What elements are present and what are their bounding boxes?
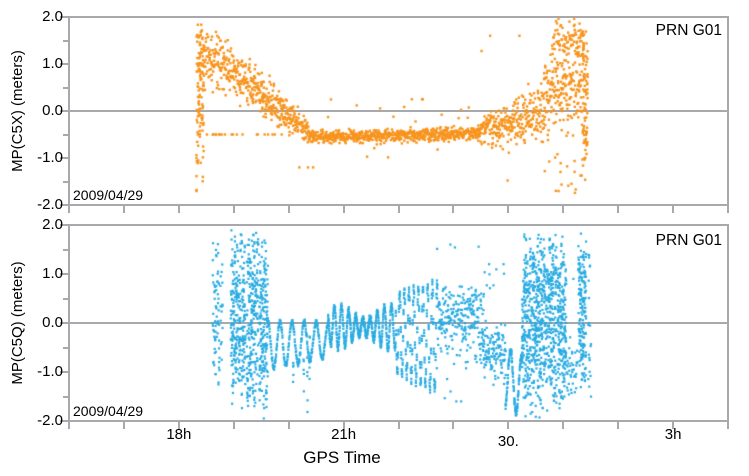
prn-label-top: PRN G01 [655,22,722,39]
y-tick-minor [63,297,69,300]
y-tick-minor [63,133,69,136]
x-tick [562,422,565,429]
x-tick [617,422,620,429]
x-tick-label: 30. [497,433,519,450]
x-tick [727,206,729,213]
x-tick [397,422,400,429]
x-tick-label: 21h [331,426,357,443]
y-axis-title-bottom: MP(C5Q) (meters) [9,261,26,385]
x-tick [232,206,235,213]
date-label-top: 2009/04/29 [73,187,144,203]
x-tick [672,206,675,213]
y-axis-title-top: MP(C5X) (meters) [9,50,26,172]
x-tick [507,206,510,213]
x-tick [177,206,180,213]
x-tick [507,422,510,429]
y-tick-minor [63,346,69,349]
x-tick [68,422,70,429]
x-tick [562,206,565,213]
bottom-panel-zero-line [68,322,729,324]
y-tick-minor [63,248,69,251]
x-tick [122,206,125,213]
y-tick-label: -2.0 [37,196,63,213]
y-tick-minor [63,395,69,398]
top-panel-zero-line [68,110,729,112]
x-tick-label: 3h [664,426,682,443]
date-label-bottom: 2009/04/29 [73,403,144,419]
x-tick [287,206,290,213]
y-tick-minor [63,39,69,42]
y-tick-minor [63,180,69,183]
x-tick [232,422,235,429]
x-tick [617,206,620,213]
x-tick [452,422,455,429]
prn-label-bottom: PRN G01 [655,232,722,249]
x-tick [397,206,400,213]
x-tick [122,422,125,429]
x-tick [68,206,70,213]
y-tick-label: 2.0 [42,8,63,25]
x-tick [287,422,290,429]
y-tick-label: -2.0 [37,412,63,429]
x-tick [727,422,729,429]
y-tick-minor [63,86,69,89]
x-axis-title: GPS Time [303,448,381,467]
x-tick [342,206,345,213]
x-tick-label: 18h [166,426,192,443]
y-tick-label: 2.0 [42,216,63,233]
x-tick [452,206,455,213]
